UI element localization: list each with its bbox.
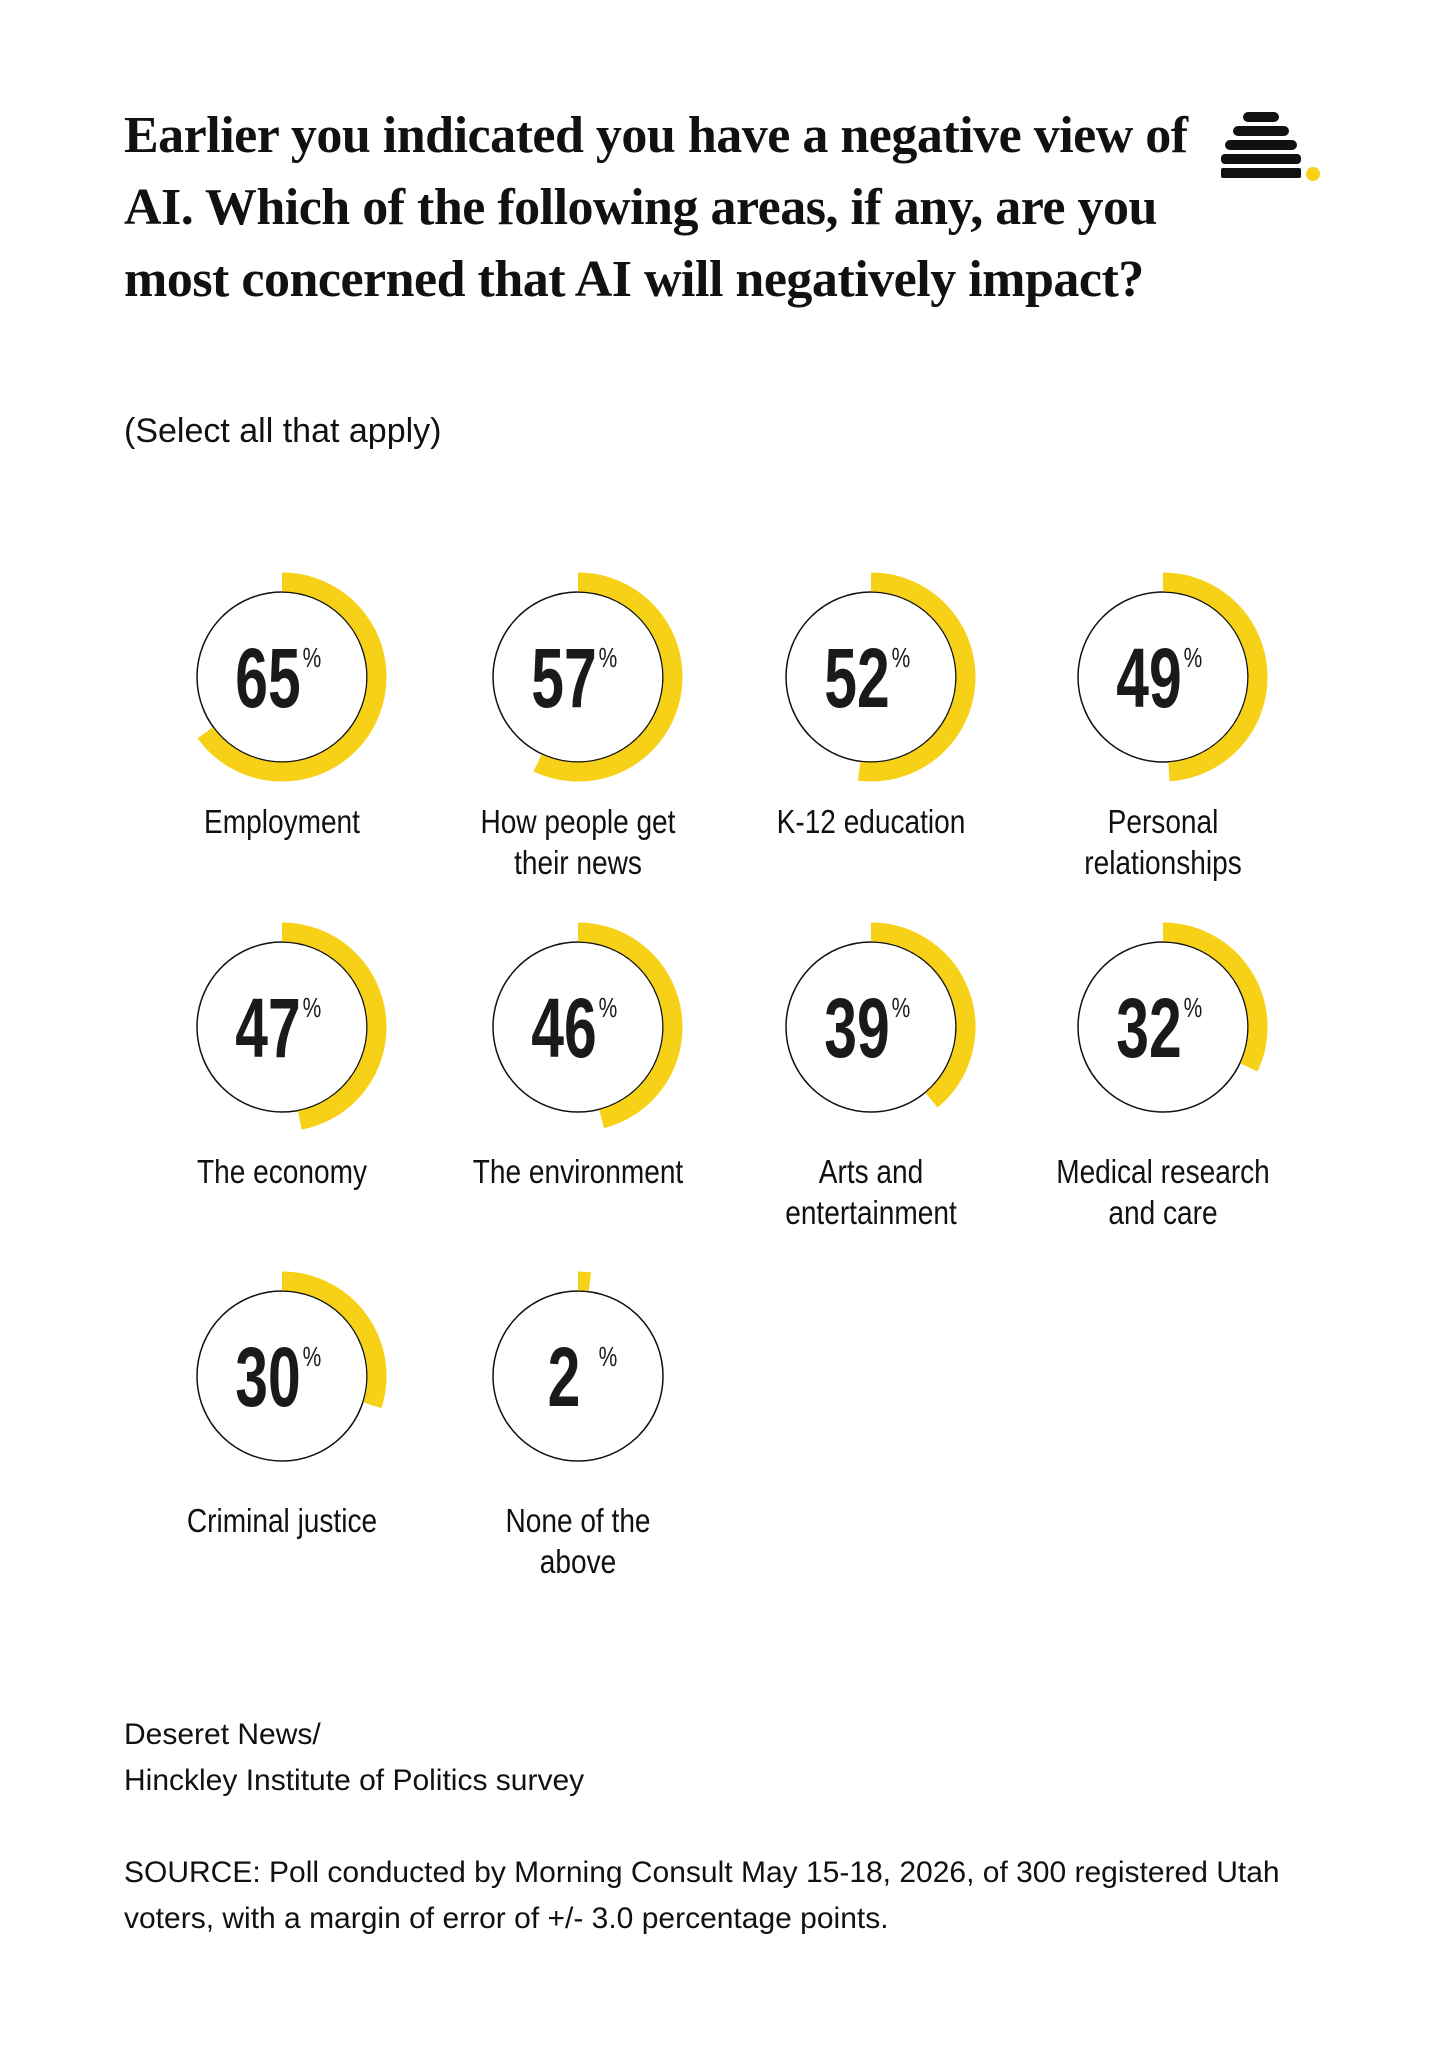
value-unit: % xyxy=(599,643,618,674)
category-label: Medical research and care xyxy=(1056,1153,1270,1231)
credit: Deseret News/Hinckley Institute of Polit… xyxy=(124,1712,584,1804)
value-unit: % xyxy=(303,993,322,1024)
value-unit: % xyxy=(303,1342,322,1373)
donut-arc xyxy=(577,922,683,1129)
donut-ring xyxy=(196,591,368,763)
category-label: K-12 education xyxy=(776,803,966,840)
donut-arc xyxy=(1162,572,1268,782)
title: Earlier you indicated you have a negativ… xyxy=(124,107,1188,308)
value-unit: % xyxy=(599,993,618,1024)
value-unit: % xyxy=(892,643,911,674)
value-label: 49 xyxy=(1116,632,1181,726)
donut-arc xyxy=(857,572,976,782)
value-label: 65 xyxy=(235,632,300,726)
subtitle: (Select all that apply) xyxy=(124,412,442,450)
donut-ring xyxy=(785,591,957,763)
donut-arc xyxy=(281,1271,387,1409)
category-label: The environment xyxy=(472,1153,684,1190)
value-label: 39 xyxy=(824,982,889,1076)
donut-arc xyxy=(577,1271,592,1292)
value-unit: % xyxy=(892,993,911,1024)
donut-ring xyxy=(492,591,664,763)
value-label: 52 xyxy=(824,632,889,726)
credit-line: Hinckley Institute of Politics survey xyxy=(124,1764,585,1797)
source: SOURCE: Poll conducted by Morning Consul… xyxy=(124,1856,1280,1935)
logo xyxy=(1221,112,1320,181)
value-label: 57 xyxy=(531,632,596,726)
donut-ring xyxy=(492,1290,664,1462)
donut-arc xyxy=(533,572,683,782)
category-label: Personal relationships xyxy=(1084,803,1242,881)
value-unit: % xyxy=(1184,993,1203,1024)
category-label: Employment xyxy=(204,803,360,840)
category-label: None of the above xyxy=(505,1502,651,1580)
donut-arc xyxy=(197,572,387,782)
donut-ring xyxy=(196,941,368,1113)
donut-arc xyxy=(1162,922,1268,1072)
value-unit: % xyxy=(599,1342,618,1373)
chart: 65% 57% 52% 49 %47% 46% 39% 32 %30% 2% xyxy=(196,572,1268,1462)
donut-ring xyxy=(1077,941,1249,1113)
category-label: Arts and entertainment xyxy=(785,1153,957,1231)
credit-line: Deseret News/ xyxy=(124,1718,321,1751)
donut-ring xyxy=(1077,591,1249,763)
value-label: 32 xyxy=(1116,982,1181,1076)
value-label: 30 xyxy=(235,1331,300,1425)
donut-arc xyxy=(281,922,387,1130)
value-label: 46 xyxy=(531,982,596,1076)
value-label: 2 xyxy=(548,1331,581,1425)
donut-ring xyxy=(196,1290,368,1462)
donut-ring xyxy=(492,941,664,1113)
category-label: The economy xyxy=(197,1153,367,1190)
donut-arc xyxy=(870,922,976,1108)
category-label: How people get their news xyxy=(480,803,676,881)
donut-ring xyxy=(785,941,957,1113)
category-label: Criminal justice xyxy=(186,1502,378,1539)
value-unit: % xyxy=(1184,643,1203,674)
value-label: 47 xyxy=(235,982,300,1076)
value-unit: % xyxy=(303,643,322,674)
